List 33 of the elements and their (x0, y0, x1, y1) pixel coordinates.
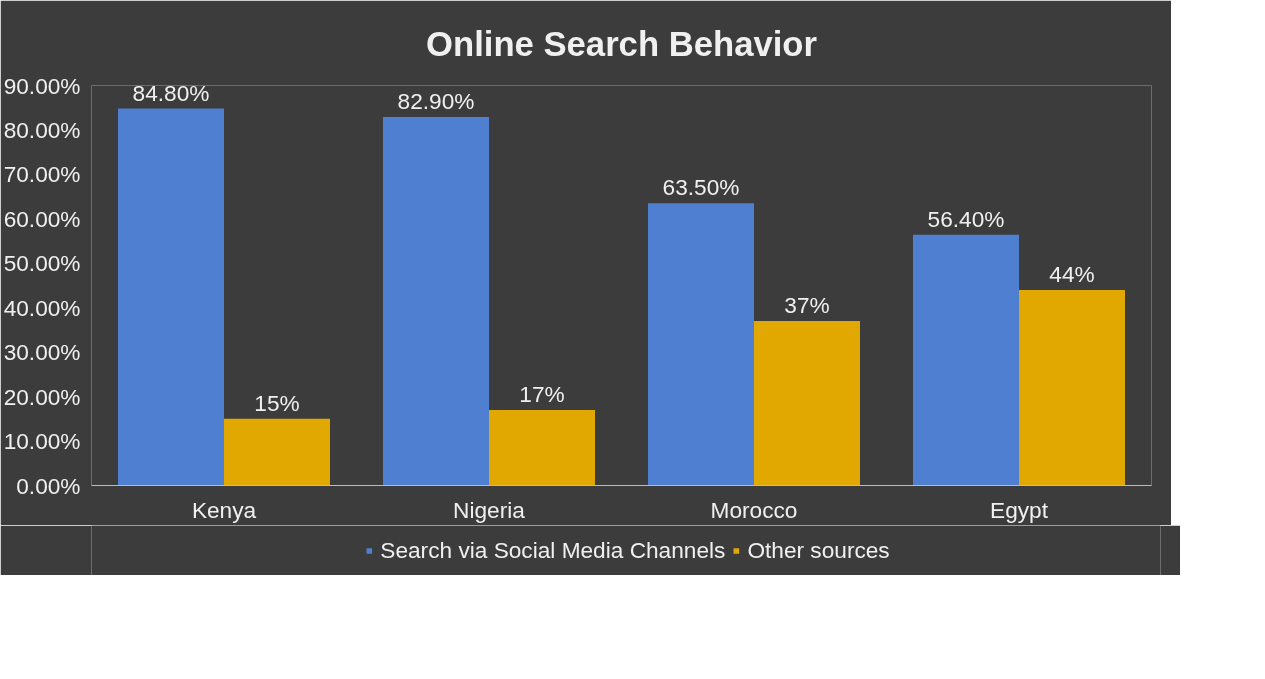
y-tick-label: 40.00% (3, 294, 81, 321)
x-tick-label: Nigeria (453, 496, 526, 523)
x-tick-label: Morocco (710, 496, 798, 523)
data-label: 56.40% (927, 205, 1005, 232)
data-label: 44% (1049, 260, 1095, 287)
y-tick-label: 0.00% (16, 472, 81, 499)
bar (754, 321, 860, 486)
y-tick-label: 80.00% (3, 116, 81, 143)
bar (118, 108, 224, 486)
data-label: 17% (519, 380, 565, 407)
x-tick-label: Kenya (191, 496, 257, 523)
data-label: 84.80% (132, 79, 210, 106)
bar (383, 117, 489, 486)
bar (489, 409, 595, 486)
y-tick-label: 90.00% (3, 72, 81, 99)
bar (1019, 289, 1125, 486)
legend-label: Search via Social Media Channels (380, 536, 726, 564)
data-label: 37% (784, 292, 830, 319)
data-label: 82.90% (397, 88, 475, 115)
y-tick-label: 50.00% (3, 250, 81, 277)
bar (224, 418, 330, 486)
data-label: 63.50% (662, 174, 740, 201)
bar (913, 234, 1019, 486)
bar (648, 203, 754, 486)
chart-title: Online Search Behavior (426, 25, 817, 63)
y-tick-label: 20.00% (3, 383, 81, 410)
legend-label: Other sources (747, 536, 890, 564)
data-label: 15% (254, 389, 300, 416)
y-tick-label: 10.00% (3, 428, 81, 455)
y-tick-label: 70.00% (3, 161, 81, 188)
y-tick-label: 60.00% (3, 205, 81, 232)
y-tick-label: 30.00% (3, 339, 81, 366)
x-tick-label: Egypt (990, 496, 1049, 523)
